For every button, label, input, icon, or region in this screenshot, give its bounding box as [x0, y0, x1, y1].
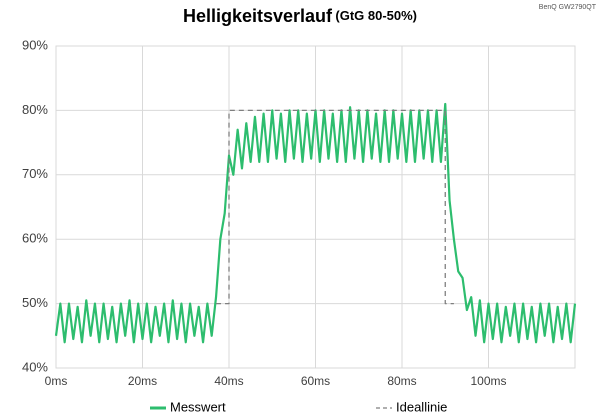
x-tick-label: 20ms	[128, 374, 157, 388]
annotation: BenQ GW2790QT	[539, 4, 597, 11]
legend-label: Ideallinie	[396, 399, 447, 414]
plot-border	[55, 45, 576, 369]
y-tick-label: 60%	[22, 231, 48, 246]
series-line	[216, 109, 454, 305]
y-tick-label: 80%	[22, 102, 48, 117]
y-tick-label: 70%	[22, 166, 48, 181]
y-tick-label: 50%	[22, 295, 48, 310]
chart-title-group: Helligkeitsverlauf (GtG 80-50%)	[183, 6, 417, 26]
x-tick-label: 0ms	[45, 374, 68, 388]
legend-label: Messwert	[170, 399, 226, 414]
x-tick-label: 60ms	[301, 374, 330, 388]
y-tick-label: 40%	[22, 359, 48, 374]
chart-subtitle: (GtG 80-50%)	[335, 8, 417, 23]
chart-title: Helligkeitsverlauf	[183, 6, 333, 26]
x-tick-label: 100ms	[470, 374, 506, 388]
y-tick-label: 90%	[22, 37, 48, 52]
x-tick-label: 40ms	[214, 374, 243, 388]
x-tick-label: 80ms	[387, 374, 416, 388]
